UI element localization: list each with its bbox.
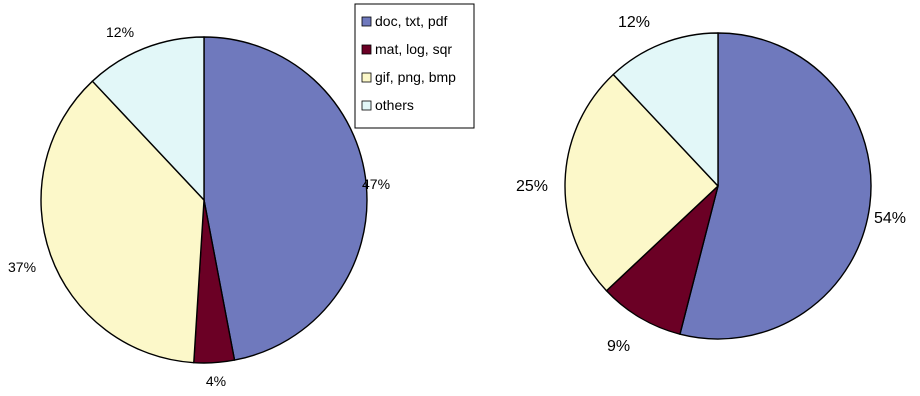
pie0-slice-others	[91, 36, 205, 201]
legend-frame	[354, 3, 475, 129]
pie0-slice-doc-txt-pdf	[203, 36, 368, 361]
pie1-label-gif-png-bmp: 25%	[516, 178, 548, 195]
legend-swatch-mat-log-sqr	[361, 44, 372, 55]
pie0-label-doc-txt-pdf: 47%	[362, 176, 390, 192]
legend-swatch-others	[361, 100, 372, 111]
legend-swatch-doc-txt-pdf	[361, 16, 372, 27]
legend-entry-gif-png-bmp: gif, png, bmp	[375, 69, 456, 85]
pie1-label-doc-txt-pdf: 54%	[874, 210, 906, 227]
legend: doc, txt, pdf mat, log, sqr gif, png, bmp o…	[354, 3, 475, 129]
legend-entry-doc-txt-pdf: doc, txt, pdf	[375, 13, 447, 29]
pie0-label-gif-png-bmp: 37%	[8, 259, 36, 275]
pie1-label-mat-log-sqr: 9%	[607, 338, 630, 355]
pie1-label-others: 12%	[618, 14, 650, 31]
pie1-slice-doc-txt-pdf	[679, 32, 872, 340]
legend-swatch-gif-png-bmp	[361, 72, 372, 83]
pie-chart-left: 47% 4% 37% 12%	[8, 24, 390, 389]
pie1-slice-mat-log-sqr	[605, 185, 719, 335]
legend-entry-mat-log-sqr: mat, log, sqr	[375, 41, 452, 57]
legend-entry-others: others	[375, 97, 414, 113]
pie0-slice-gif-png-bmp	[40, 80, 205, 364]
pie0-label-others: 12%	[106, 24, 134, 40]
pie0-label-mat-log-sqr: 4%	[206, 373, 226, 389]
pie1-slice-gif-png-bmp	[564, 73, 719, 292]
pie1-slice-others	[612, 32, 719, 187]
pie-chart-right: 54% 9% 25% 12%	[516, 14, 906, 355]
